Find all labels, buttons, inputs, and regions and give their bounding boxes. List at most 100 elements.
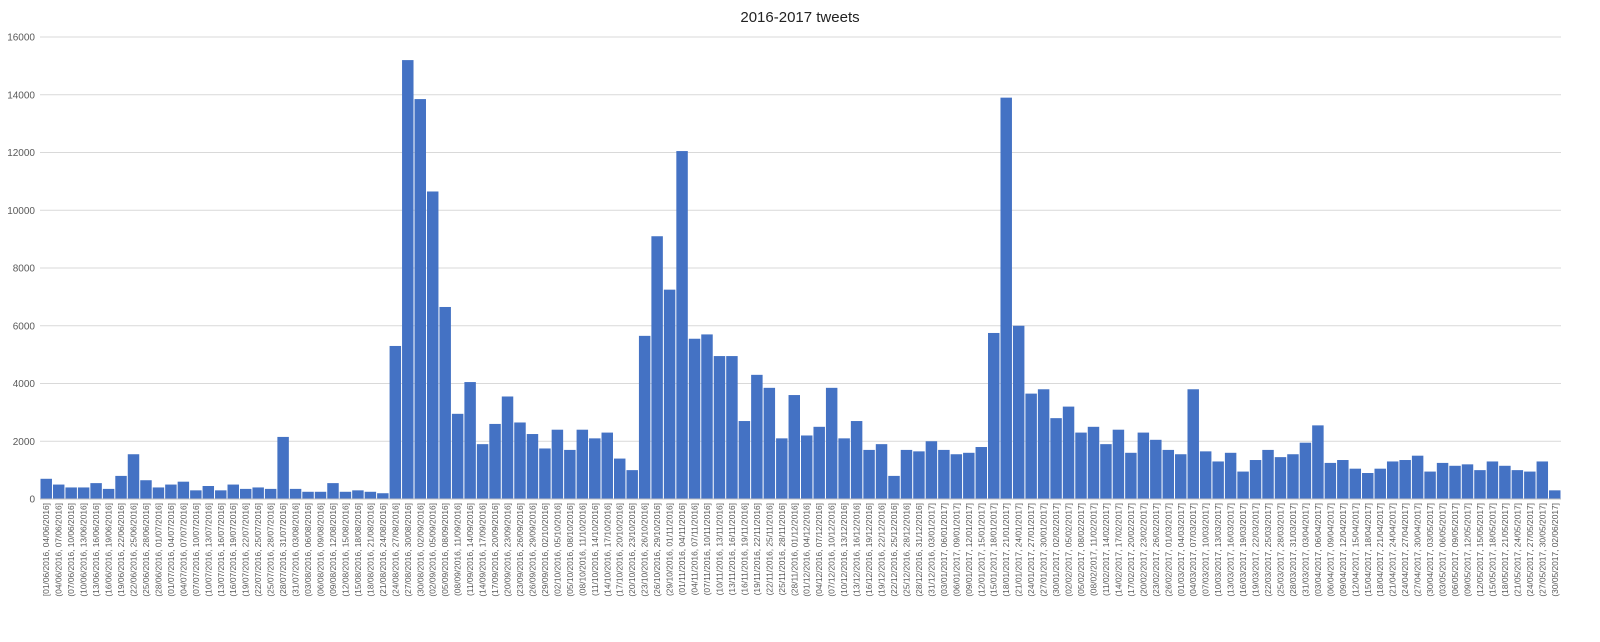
bar bbox=[1262, 449, 1274, 499]
x-tick-label: (13/03/2017, 16/03/2017] bbox=[1226, 503, 1236, 597]
bar bbox=[589, 438, 601, 499]
x-tick-label: (04/07/2016, 07/07/2016] bbox=[178, 503, 188, 597]
x-tick-label: (15/08/2016, 18/08/2016] bbox=[353, 503, 363, 597]
x-tick-label: (11/09/2016, 14/09/2016] bbox=[465, 503, 475, 596]
x-tick-label: (12/04/2017, 15/04/2017] bbox=[1350, 503, 1360, 597]
x-tick-label: (21/05/2017, 24/05/2017] bbox=[1512, 503, 1522, 597]
x-tick-label: (31/07/2016, 03/08/2016] bbox=[291, 503, 301, 597]
x-tick-label: (01/12/2016, 04/12/2016] bbox=[802, 503, 812, 597]
x-tick-label: (29/10/2016, 01/11/2016] bbox=[665, 503, 675, 596]
bar bbox=[389, 345, 402, 499]
x-tick-label: (12/08/2016, 15/08/2016] bbox=[340, 503, 350, 597]
bar bbox=[1249, 460, 1262, 499]
bar bbox=[863, 449, 875, 499]
x-tick-label: (26/02/2017, 01/03/2017] bbox=[1163, 503, 1173, 597]
x-tick-label: (18/08/2016, 21/08/2016] bbox=[365, 503, 375, 597]
x-tick-label: (25/03/2017, 28/03/2017] bbox=[1275, 503, 1285, 597]
x-tick-label: [01/06/2016, 04/06/2016] bbox=[41, 503, 51, 596]
y-tick-label: 8000 bbox=[13, 264, 36, 275]
bar bbox=[1362, 473, 1374, 499]
bar bbox=[1087, 426, 1100, 499]
x-tick-label: (30/01/2017, 02/02/2017] bbox=[1051, 503, 1061, 597]
bar bbox=[402, 60, 414, 499]
bar bbox=[975, 447, 988, 499]
bar bbox=[1212, 461, 1224, 499]
bar bbox=[1012, 325, 1025, 499]
bar bbox=[190, 490, 202, 499]
bar bbox=[838, 438, 850, 499]
x-tick-label: (20/09/2016, 23/09/2016] bbox=[503, 503, 513, 597]
bar bbox=[102, 488, 115, 499]
x-tick-label: (21/08/2016, 24/08/2016] bbox=[378, 503, 388, 597]
x-tick-label: (22/12/2016, 25/12/2016] bbox=[889, 503, 899, 597]
x-tick-label: (20/02/2017, 23/02/2017] bbox=[1138, 503, 1148, 597]
x-tick-label: (16/03/2017, 19/03/2017] bbox=[1238, 503, 1248, 597]
bar bbox=[875, 444, 888, 499]
bar bbox=[925, 441, 938, 499]
bar bbox=[663, 289, 676, 499]
bar bbox=[165, 484, 177, 499]
x-tick-label: (27/04/2017, 30/04/2017] bbox=[1413, 503, 1423, 597]
bar bbox=[688, 338, 701, 499]
bar bbox=[451, 413, 464, 499]
x-tick-label: (14/09/2016, 17/09/2016] bbox=[478, 503, 488, 597]
x-tick-label: (18/01/2017, 21/01/2017] bbox=[1001, 503, 1011, 597]
x-tick-label: (27/05/2017, 30/05/2017] bbox=[1537, 503, 1547, 597]
bar bbox=[1274, 457, 1287, 499]
x-tick-label: (28/12/2016, 31/12/2016] bbox=[914, 503, 924, 597]
x-tick-label: (23/09/2016, 26/09/2016] bbox=[515, 503, 525, 597]
gridlines bbox=[40, 36, 1561, 442]
bar bbox=[950, 454, 963, 499]
x-tick-label: (17/09/2016, 20/09/2016] bbox=[490, 503, 500, 597]
bar bbox=[1162, 449, 1175, 499]
bar bbox=[1187, 389, 1199, 499]
bar bbox=[1137, 432, 1150, 499]
x-tick-label: (28/03/2017, 31/03/2017] bbox=[1288, 503, 1298, 597]
bar bbox=[900, 449, 913, 499]
bar bbox=[302, 491, 314, 499]
bar bbox=[676, 151, 688, 499]
x-tick-label: (25/07/2016, 28/07/2016] bbox=[266, 503, 276, 597]
x-tick-label: (02/09/2016, 05/09/2016] bbox=[428, 503, 438, 597]
x-tick-label: (31/03/2017, 03/04/2017] bbox=[1300, 503, 1310, 597]
x-tick-label: (25/12/2016, 28/12/2016] bbox=[901, 503, 911, 597]
y-axis-tick-labels: 0 2000 4000 6000 8000 10000 12000 14000 16000 bbox=[7, 33, 35, 506]
bar bbox=[813, 426, 825, 499]
bar bbox=[551, 429, 564, 499]
x-tick-label: (09/01/2017, 12/01/2017] bbox=[964, 503, 974, 597]
x-tick-label: (10/07/2016, 13/07/2016] bbox=[203, 503, 213, 597]
bar bbox=[1062, 406, 1075, 499]
x-tick-label: (06/08/2016, 09/08/2016] bbox=[316, 503, 326, 597]
bar bbox=[825, 387, 838, 499]
bar bbox=[601, 432, 613, 499]
bar bbox=[489, 423, 501, 499]
bar bbox=[414, 99, 426, 499]
x-tick-label: (13/11/2016, 16/11/2016] bbox=[727, 503, 737, 595]
x-tick-label: (22/11/2016, 25/11/2016] bbox=[764, 503, 774, 595]
x-tick-label: (10/11/2016, 13/11/2016] bbox=[714, 503, 724, 595]
x-tick-label: (24/08/2016, 27/08/2016] bbox=[390, 503, 400, 597]
x-tick-label: (07/06/2016, 10/06/2016] bbox=[66, 503, 76, 597]
bar bbox=[1000, 97, 1012, 499]
bar bbox=[90, 483, 102, 499]
bar bbox=[726, 356, 738, 499]
x-tick-label: (07/03/2017, 10/03/2017] bbox=[1201, 503, 1211, 597]
bar bbox=[1199, 451, 1212, 499]
bar bbox=[1037, 389, 1050, 499]
bar bbox=[1449, 465, 1461, 499]
x-tick-label: (11/02/2017, 14/02/2017] bbox=[1101, 503, 1111, 596]
bar bbox=[514, 422, 526, 499]
x-tick-label: (19/06/2016, 22/06/2016] bbox=[116, 503, 126, 597]
x-tick-label: (04/03/2017, 07/03/2017] bbox=[1188, 503, 1198, 597]
x-tick-label: (08/02/2017, 11/02/2017] bbox=[1088, 503, 1098, 596]
x-tick-label: (04/06/2016, 07/06/2016] bbox=[54, 503, 64, 597]
x-tick-label: (08/10/2016, 11/10/2016] bbox=[577, 503, 587, 596]
x-tick-label: (20/10/2016, 23/10/2016] bbox=[627, 503, 637, 597]
bar bbox=[776, 438, 788, 499]
bar bbox=[264, 488, 277, 499]
x-tick-label: (02/10/2016, 05/10/2016] bbox=[552, 503, 562, 597]
bar bbox=[888, 475, 900, 499]
bar bbox=[763, 387, 776, 499]
bar bbox=[152, 487, 165, 499]
